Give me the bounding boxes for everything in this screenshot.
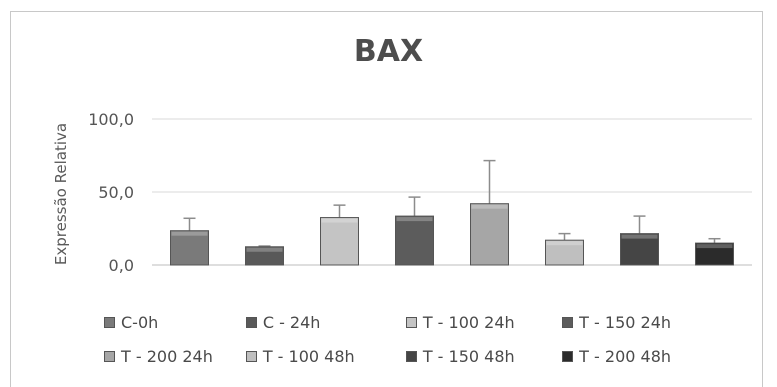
legend-label: C-0h (121, 312, 159, 332)
chart-area (10, 11, 763, 387)
legend-swatch (104, 350, 115, 362)
bar (395, 215, 434, 266)
legend-swatch (405, 350, 417, 362)
legend-item: T - 150 48h (405, 346, 562, 366)
legend-item: C - 24h (245, 312, 406, 332)
bar-bevel (396, 217, 433, 222)
y-tick-label: 50,0 (98, 183, 134, 202)
legend-swatch (245, 350, 257, 362)
bar-bevel (546, 241, 583, 246)
bar (695, 242, 734, 266)
bar-bevel (696, 244, 733, 249)
legend-swatch (562, 316, 574, 328)
bar-bevel (321, 218, 358, 223)
legend-item: T - 200 48h (562, 347, 704, 366)
legend-label: T - 100 24h (422, 312, 515, 332)
legend-item: T - 100 48h (245, 346, 406, 366)
bar (245, 246, 284, 266)
legend-label: T - 150 48h (422, 346, 515, 366)
legend-item: C-0h (104, 313, 246, 332)
legend-swatch (245, 316, 257, 328)
bar-bevel (621, 234, 658, 239)
bar (545, 239, 584, 266)
bar-bevel (471, 204, 508, 209)
legend-swatch (104, 316, 115, 328)
y-tick-label: 0,0 (109, 256, 134, 275)
legend-label: T - 200 24h (121, 346, 213, 366)
legend: C-0h C - 24h T - 100 24h T - 150 24h T - 20… (104, 305, 704, 373)
bar (470, 203, 509, 266)
legend-label: C - 24h (262, 312, 321, 332)
legend-row: T - 200 24h T - 100 48h T - 150 48h T - 200… (104, 339, 704, 373)
y-tick-label: 100,0 (88, 110, 134, 129)
legend-item: T - 150 24h (562, 313, 704, 332)
bar (620, 233, 659, 266)
legend-swatch (562, 350, 574, 362)
bar-bevel (246, 247, 283, 252)
legend-swatch (405, 316, 417, 328)
legend-label: T - 200 48h (579, 346, 672, 366)
bar-bevel (171, 231, 208, 236)
legend-label: T - 100 48h (262, 346, 355, 366)
legend-item: T - 100 24h (405, 312, 562, 332)
bar (320, 217, 359, 266)
legend-row: C-0h C - 24h T - 100 24h T - 150 24h (104, 305, 704, 339)
bar (170, 230, 209, 266)
legend-label: T - 150 24h (579, 312, 672, 332)
chart-title: BAX (353, 34, 424, 69)
legend-item: T - 200 24h (104, 347, 246, 366)
